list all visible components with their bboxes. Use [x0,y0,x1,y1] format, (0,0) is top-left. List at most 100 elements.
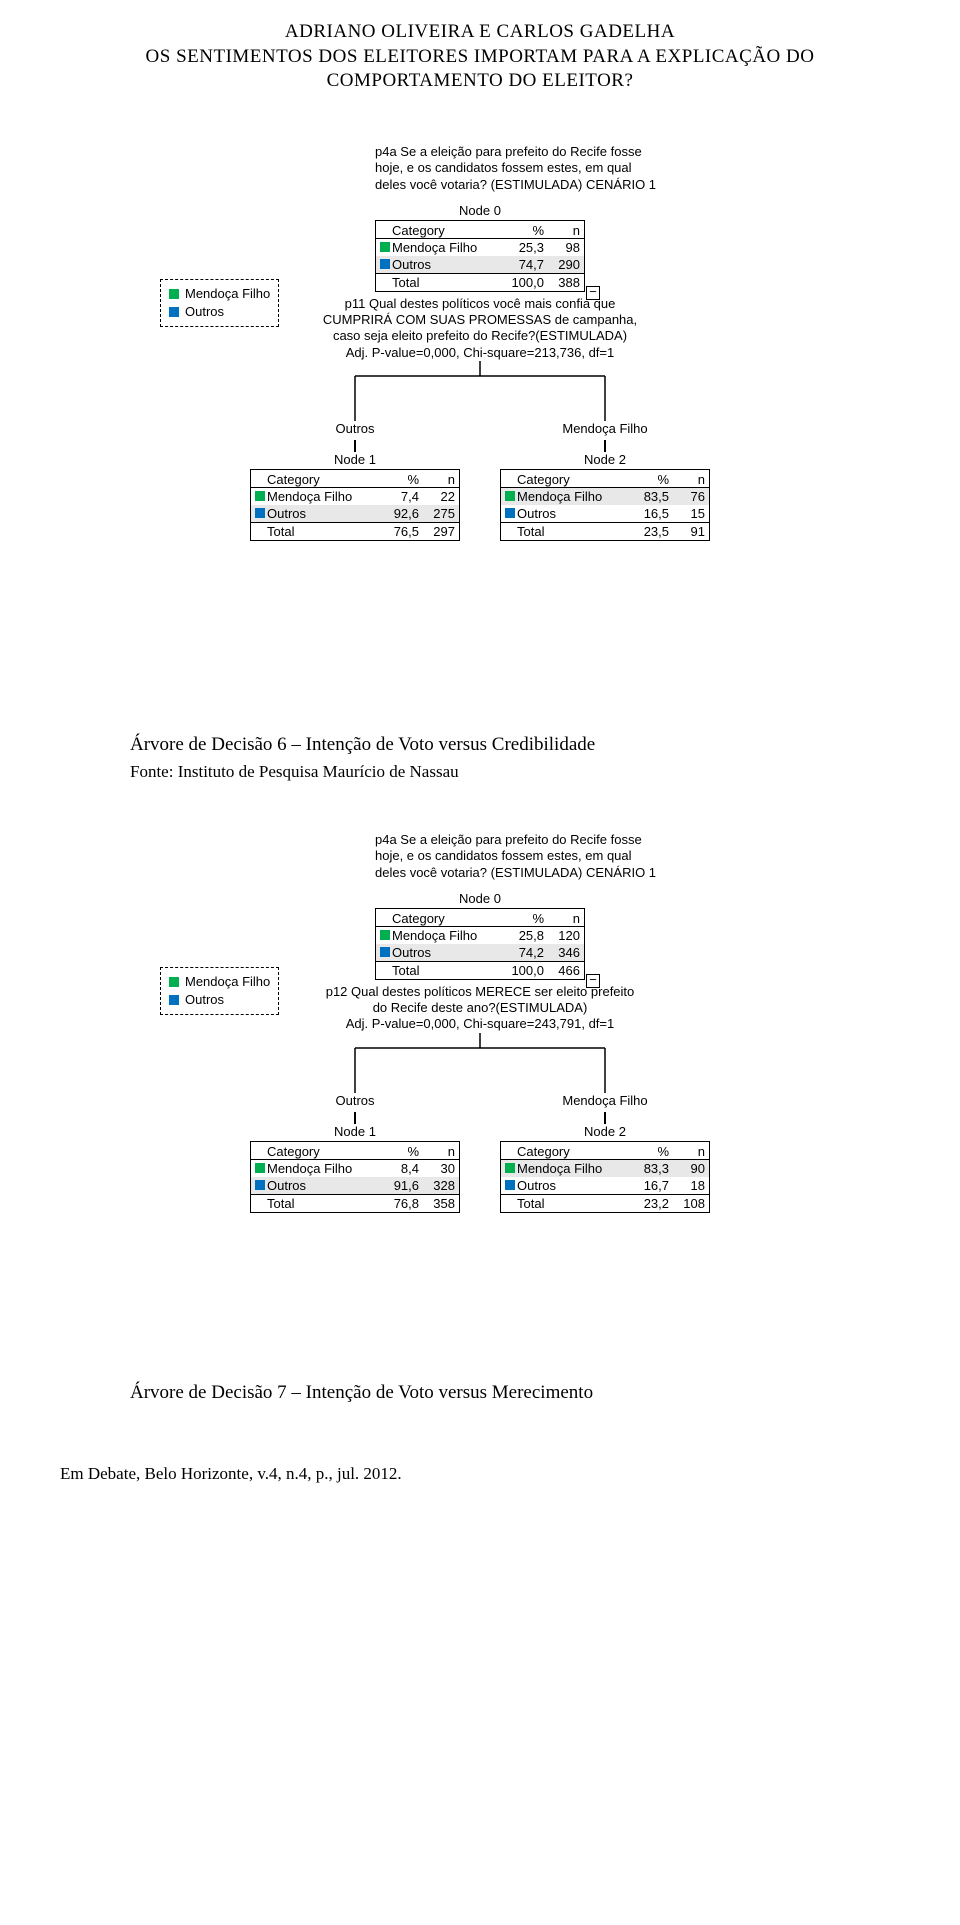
total-label: Total [267,524,377,539]
col-n: n [419,1144,455,1159]
row-cat: Outros [392,945,502,960]
row-pct: 25,8 [502,928,544,943]
col-category: Category [517,472,627,487]
total-n: 297 [419,524,455,539]
col-n: n [669,472,705,487]
page-footer: Em Debate, Belo Horizonte, v.4, n.4, p.,… [60,1464,900,1484]
col-pct: % [502,223,544,238]
branch-right-2: Mendoça Filho Node 2 Category%n Mendoça … [500,1093,710,1213]
connector-lines [160,1033,800,1093]
col-pct: % [377,1144,419,1159]
row-swatch [380,930,390,940]
branch-right-1: Mendoça Filho Node 2 Category%n Mendoça … [500,421,710,541]
node0-table-1: Category % n Mendoça Filho 25,3 98 Outro… [375,220,585,292]
node2-title-1: Node 2 [584,452,626,467]
total-n: 91 [669,524,705,539]
row-swatch [255,491,265,501]
row-pct: 8,4 [377,1161,419,1176]
table-row: Outros16,515 [501,505,709,522]
row-pct: 83,5 [627,489,669,504]
total-n: 108 [669,1196,705,1211]
row-cat: Outros [517,1178,627,1193]
total-label: Total [267,1196,377,1211]
row-cat: Outros [267,1178,377,1193]
row-n: 90 [669,1161,705,1176]
row-cat: Mendoça Filho [392,928,502,943]
row-swatch [255,508,265,518]
row-pct: 92,6 [377,506,419,521]
row-pct: 91,6 [377,1178,419,1193]
split-question: p12 Qual destes políticos MERECE ser ele… [320,984,640,1017]
root-question-1: p4a Se a eleição para prefeito do Recife… [375,144,665,193]
table-row: Mendoça Filho8,430 [251,1160,459,1177]
table-total: Total76,5297 [251,522,459,540]
node1-table-1: Category%n Mendoça Filho7,422 Outros92,6… [250,469,460,541]
col-n: n [544,911,580,926]
row-swatch [380,259,390,269]
collapse-icon[interactable]: − [586,974,600,988]
total-pct: 76,8 [377,1196,419,1211]
table-total: Total100,0466 [376,961,584,979]
col-pct: % [627,1144,669,1159]
table-row: Mendoça Filho7,422 [251,488,459,505]
legend-item: Outros [169,303,270,321]
branch-label-right: Mendoça Filho [562,1093,647,1108]
col-n: n [669,1144,705,1159]
table-total: Total 100,0 388 [376,273,584,291]
branch-label-right: Mendoça Filho [562,421,647,436]
row-swatch [255,1163,265,1173]
col-category: Category [392,223,502,238]
table-total: Total23,2108 [501,1194,709,1212]
row-pct: 16,5 [627,506,669,521]
col-pct: % [377,472,419,487]
legend-swatch-blue [169,307,179,317]
total-label: Total [392,963,502,978]
legend-label: Outros [185,303,224,321]
total-label: Total [517,1196,627,1211]
page: ADRIANO OLIVEIRA E CARLOS GADELHA OS SEN… [0,0,960,1524]
node0-wrap-1: Node 0 Category % n Mendoça Filho 25,3 9… [160,203,800,292]
header-line2: OS SENTIMENTOS DOS ELEITORES IMPORTAM PA… [60,45,900,70]
split-question: p11 Qual destes políticos você mais conf… [320,296,640,345]
row-swatch [380,947,390,957]
split-text-2: p12 Qual destes políticos MERECE ser ele… [320,984,640,1033]
decision-tree-2: Mendoça Filho Outros p4a Se a eleição pa… [160,832,800,1352]
total-n: 466 [544,963,580,978]
total-label: Total [392,275,502,290]
row-cat: Mendoça Filho [267,489,377,504]
row-n: 346 [544,945,580,960]
connector-lines [160,361,800,421]
row-swatch [505,1163,515,1173]
branch-row-2: Outros Node 1 Category%n Mendoça Filho8,… [160,1093,800,1213]
total-n: 388 [544,275,580,290]
col-category: Category [392,911,502,926]
root-question-2: p4a Se a eleição para prefeito do Recife… [375,832,665,881]
total-n: 358 [419,1196,455,1211]
row-n: 275 [419,506,455,521]
table-row: Mendoça Filho25,8120 [376,927,584,944]
row-swatch [505,1180,515,1190]
table-row: Mendoça Filho83,576 [501,488,709,505]
table-row: Mendoça Filho83,390 [501,1160,709,1177]
branch-left-1: Outros Node 1 Category%n Mendoça Filho7,… [250,421,460,541]
row-cat: Outros [517,506,627,521]
split-stats: Adj. P-value=0,000, Chi-square=243,791, … [320,1016,640,1032]
table-total: Total23,591 [501,522,709,540]
node2-title-2: Node 2 [584,1124,626,1139]
row-cat: Mendoça Filho [517,489,627,504]
row-pct: 25,3 [502,240,544,255]
legend-item: Outros [169,991,270,1009]
col-pct: % [627,472,669,487]
total-pct: 23,5 [627,524,669,539]
node0-title-2: Node 0 [459,891,501,906]
branch-label-left: Outros [335,421,374,436]
collapse-icon[interactable]: − [586,286,600,300]
legend-swatch-blue [169,995,179,1005]
table-row: Outros92,6275 [251,505,459,522]
page-header: ADRIANO OLIVEIRA E CARLOS GADELHA OS SEN… [60,20,900,94]
node1-title-1: Node 1 [334,452,376,467]
col-n: n [544,223,580,238]
total-pct: 100,0 [502,275,544,290]
table-row: Outros74,2346 [376,944,584,961]
figure2-title: Árvore de Decisão 7 – Intenção de Voto v… [130,1382,900,1404]
